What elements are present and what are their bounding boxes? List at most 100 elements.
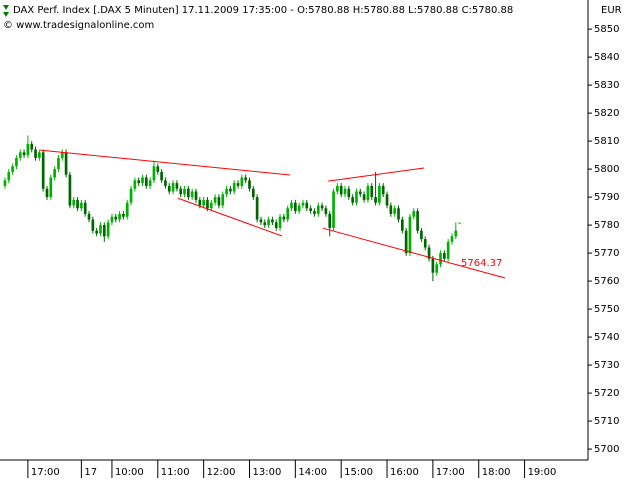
candle-body <box>244 177 248 181</box>
y-tick-label: 5850 <box>594 24 619 35</box>
y-tick-label: 5780 <box>594 220 619 231</box>
candle-body <box>102 225 106 237</box>
candle-body <box>80 202 83 209</box>
candle-body <box>133 180 137 189</box>
candle-body <box>160 171 163 181</box>
y-tick-label: 5840 <box>594 52 619 63</box>
candle-body <box>179 188 183 195</box>
candle-body <box>7 171 11 181</box>
candle-body <box>282 216 286 220</box>
candle-body <box>175 183 179 189</box>
candle-body <box>458 222 461 224</box>
candle-body <box>49 177 53 198</box>
candle-body <box>381 185 385 195</box>
candle-body <box>209 202 213 209</box>
trend-line <box>177 197 283 237</box>
candle-body <box>309 208 312 212</box>
candle-body <box>446 241 450 259</box>
candle-body <box>443 253 446 259</box>
candle-body <box>339 185 343 195</box>
candle-body <box>148 180 152 186</box>
x-tick-label: 11:00 <box>161 467 190 478</box>
candle-body <box>362 194 366 200</box>
candle-body <box>68 174 72 206</box>
x-tick-label: 10:00 <box>115 467 144 478</box>
candle-body <box>99 225 102 234</box>
candle-body <box>305 202 309 209</box>
x-tick-label: 19:00 <box>528 467 557 478</box>
candle-body <box>370 185 374 198</box>
candle-body <box>366 185 370 200</box>
candle-body <box>404 230 408 254</box>
candle-body <box>225 188 228 195</box>
y-tick-label: 5790 <box>594 192 619 203</box>
candle-body <box>167 185 171 192</box>
x-tick-label: 17:00 <box>31 467 60 478</box>
candle-body <box>343 188 347 195</box>
candle-body <box>53 169 56 178</box>
candle-body <box>164 180 167 186</box>
candle-body <box>271 219 274 223</box>
candle-body <box>313 211 316 214</box>
candle-body <box>397 208 400 220</box>
candle-body <box>95 230 98 234</box>
candle-body <box>316 205 320 214</box>
candle-body <box>91 219 95 231</box>
x-tick-label: 16:00 <box>390 467 419 478</box>
candle-body <box>152 166 156 181</box>
candle-body <box>416 211 419 231</box>
y-tick-label: 5740 <box>594 332 619 343</box>
x-tick-label: 15:00 <box>344 467 373 478</box>
candle-body <box>297 205 301 212</box>
candle-body <box>15 157 18 167</box>
candle-body <box>393 208 397 214</box>
y-tick-label: 5800 <box>594 164 619 175</box>
candle-body <box>385 194 389 206</box>
candle-body <box>183 188 186 195</box>
candle-body <box>232 183 236 192</box>
candle-body <box>454 230 458 237</box>
trend-line <box>328 167 425 182</box>
candle-body <box>450 236 454 242</box>
candle-body <box>301 202 305 206</box>
candle-body <box>122 213 125 217</box>
candle-body <box>400 219 404 231</box>
candle-body <box>141 177 144 184</box>
candle-body <box>236 183 240 186</box>
x-tick-label: 12:00 <box>207 467 236 478</box>
candle-body <box>332 191 335 228</box>
candle-body <box>45 188 49 198</box>
y-tick-label: 5820 <box>594 108 619 119</box>
candle-body <box>87 213 91 220</box>
candle-body <box>263 222 267 226</box>
candle-body <box>439 253 442 265</box>
y-tick-label: 5760 <box>594 276 619 287</box>
price-label: 5764.37 <box>461 258 502 269</box>
candle-body <box>156 166 160 172</box>
candle-body <box>378 185 381 203</box>
x-tick-label: 14:00 <box>298 467 327 478</box>
candle-body <box>64 152 68 175</box>
candle-body <box>420 230 423 240</box>
candle-body <box>324 208 328 214</box>
chart-title: DAX Perf. Index [.DAX 5 Minuten] 17.11.2… <box>13 5 513 16</box>
candle-body <box>423 239 427 248</box>
candle-body <box>259 219 263 223</box>
candle-body <box>57 157 60 170</box>
chart-subtitle: © www.tradesignalonline.com <box>3 20 154 31</box>
candle-body <box>187 188 190 198</box>
candle-body <box>408 216 412 254</box>
candle-body <box>171 183 175 192</box>
candle-body <box>290 202 293 209</box>
candle-body <box>198 199 202 206</box>
y-tick-label: 5710 <box>594 416 619 427</box>
candle-body <box>320 205 324 209</box>
candle-body <box>412 211 416 217</box>
candle-body <box>38 152 41 158</box>
candle-body <box>60 152 64 158</box>
candle-body <box>278 216 282 228</box>
y-tick-label: 5810 <box>594 136 619 147</box>
candle-body <box>11 166 14 172</box>
trend-line <box>322 227 506 279</box>
candle-body <box>351 197 354 203</box>
